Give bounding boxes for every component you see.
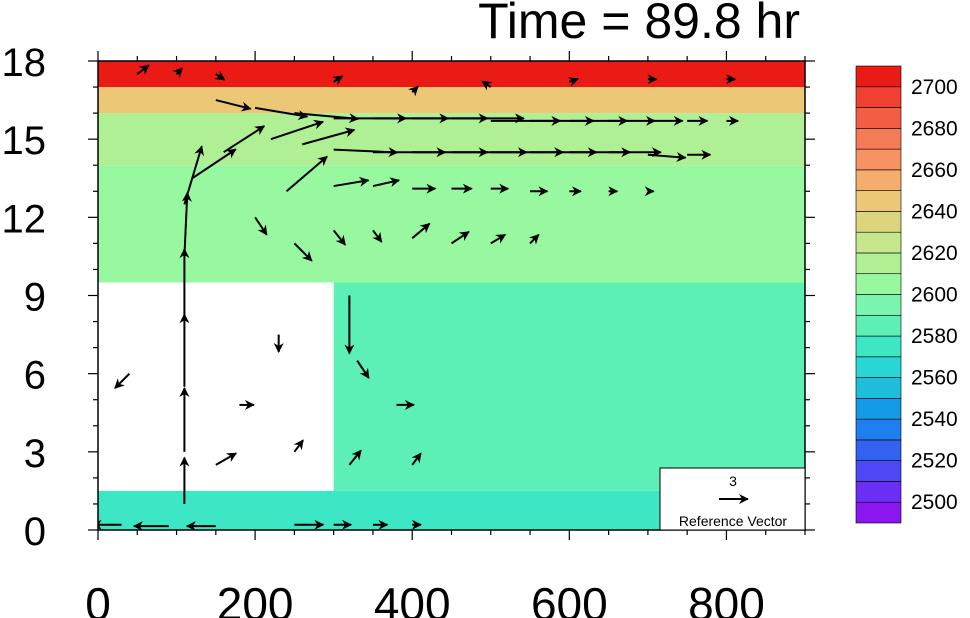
colorbar-box (855, 418, 902, 441)
wind-vector (490, 233, 507, 245)
field-zone-2 (98, 165, 805, 283)
y-tick-label: 6 (24, 354, 46, 398)
y-tick-label: 18 (2, 41, 47, 85)
colorbar-box (855, 252, 902, 275)
colorbar-box (855, 314, 902, 337)
colorbar-box (855, 273, 902, 295)
reference-vector-box: 3 Reference Vector (659, 467, 806, 531)
colorbar-label: 2520 (911, 450, 958, 473)
wind-vectors (98, 64, 740, 530)
wind-vector (647, 152, 687, 162)
wind-vector (481, 80, 493, 91)
x-tick-label: 200 (217, 578, 294, 618)
colorbar-label: 2560 (911, 367, 958, 390)
colorbar-label: 2540 (911, 408, 958, 431)
reference-vector-label: Reference Vector (679, 513, 788, 529)
colorbar-box (855, 148, 902, 171)
wind-vector (172, 67, 184, 79)
colorbar-box (855, 398, 902, 420)
wind-vector (191, 148, 237, 180)
wind-vector (293, 439, 304, 453)
x-tick-label: 800 (688, 578, 765, 618)
colorbar-box (855, 356, 902, 378)
wind-vector (181, 191, 192, 257)
x-axis: 0 200 400 600 800 (85, 51, 806, 618)
wind-vector (408, 85, 419, 97)
field-zone-1 (333, 282, 805, 491)
wind-vector (356, 360, 370, 379)
wind-vector (114, 372, 131, 389)
wind-vector (372, 177, 401, 188)
wind-vector (332, 229, 347, 246)
wind-vector (411, 222, 431, 239)
wind-vector (567, 77, 579, 87)
colorbar-box (855, 439, 902, 461)
colorbar-label: 2580 (911, 325, 958, 348)
wind-vector (333, 176, 370, 188)
wind-vector (293, 242, 313, 262)
x-tick-label: 600 (531, 578, 608, 618)
wind-vector (332, 75, 344, 86)
wind-vector (411, 452, 422, 466)
field-zone-5 (98, 61, 805, 88)
wind-vector (348, 449, 362, 466)
field-zone-4 (98, 87, 805, 114)
wind-vector (214, 70, 226, 81)
colorbar-box (855, 107, 902, 129)
colorbar-box (855, 460, 902, 482)
contour-field (98, 61, 805, 530)
colorbar-label: 2700 (911, 76, 958, 99)
colorbar-box (855, 294, 902, 316)
colorbar-box (855, 65, 902, 88)
colorbar-box (855, 128, 902, 150)
chart-title: Time = 89.8 hr (478, 0, 800, 49)
colorbar-box (855, 231, 902, 254)
wind-vector (528, 233, 540, 245)
reference-vector-magnitude: 3 (729, 473, 737, 489)
colorbar-box (855, 169, 902, 191)
colorbar-label: 2600 (911, 284, 958, 307)
y-axis: 0 3 6 9 12 15 18 (2, 41, 815, 554)
wind-vector (270, 119, 324, 141)
colorbar-box (855, 86, 902, 108)
wind-vector (285, 155, 328, 193)
wind-vector (223, 125, 266, 154)
colorbar-box (855, 335, 902, 358)
wind-vector (254, 216, 268, 236)
wind-vector (215, 452, 238, 466)
wind-vector (301, 127, 356, 146)
colorbar-label: 2660 (911, 159, 958, 182)
wind-vector (450, 230, 470, 245)
wind-vector (215, 99, 252, 112)
colorbar-label: 2680 (911, 117, 958, 140)
colorbar-label: 2500 (911, 491, 958, 514)
colorbar-box (855, 501, 902, 524)
y-tick-label: 0 (24, 510, 46, 554)
y-tick-label: 3 (24, 432, 46, 476)
y-tick-label: 12 (2, 197, 47, 241)
y-tick-label: 9 (24, 276, 46, 320)
x-tick-label: 400 (374, 578, 451, 618)
colorbar-label: 2620 (911, 242, 958, 265)
colorbar-label: 2640 (911, 200, 958, 223)
wind-vector (136, 64, 150, 75)
colorbar-box (855, 211, 902, 233)
colorbar: 2500 2520 2540 2560 2580 2600 2620 2640 2660 2680… (855, 65, 958, 524)
wind-vector (254, 106, 309, 121)
y-tick-label: 15 (2, 119, 47, 163)
colorbar-box (855, 481, 902, 503)
colorbar-box (855, 377, 902, 399)
x-tick-label: 0 (85, 578, 111, 618)
wind-vector (372, 229, 383, 243)
colorbar-box (855, 190, 902, 212)
